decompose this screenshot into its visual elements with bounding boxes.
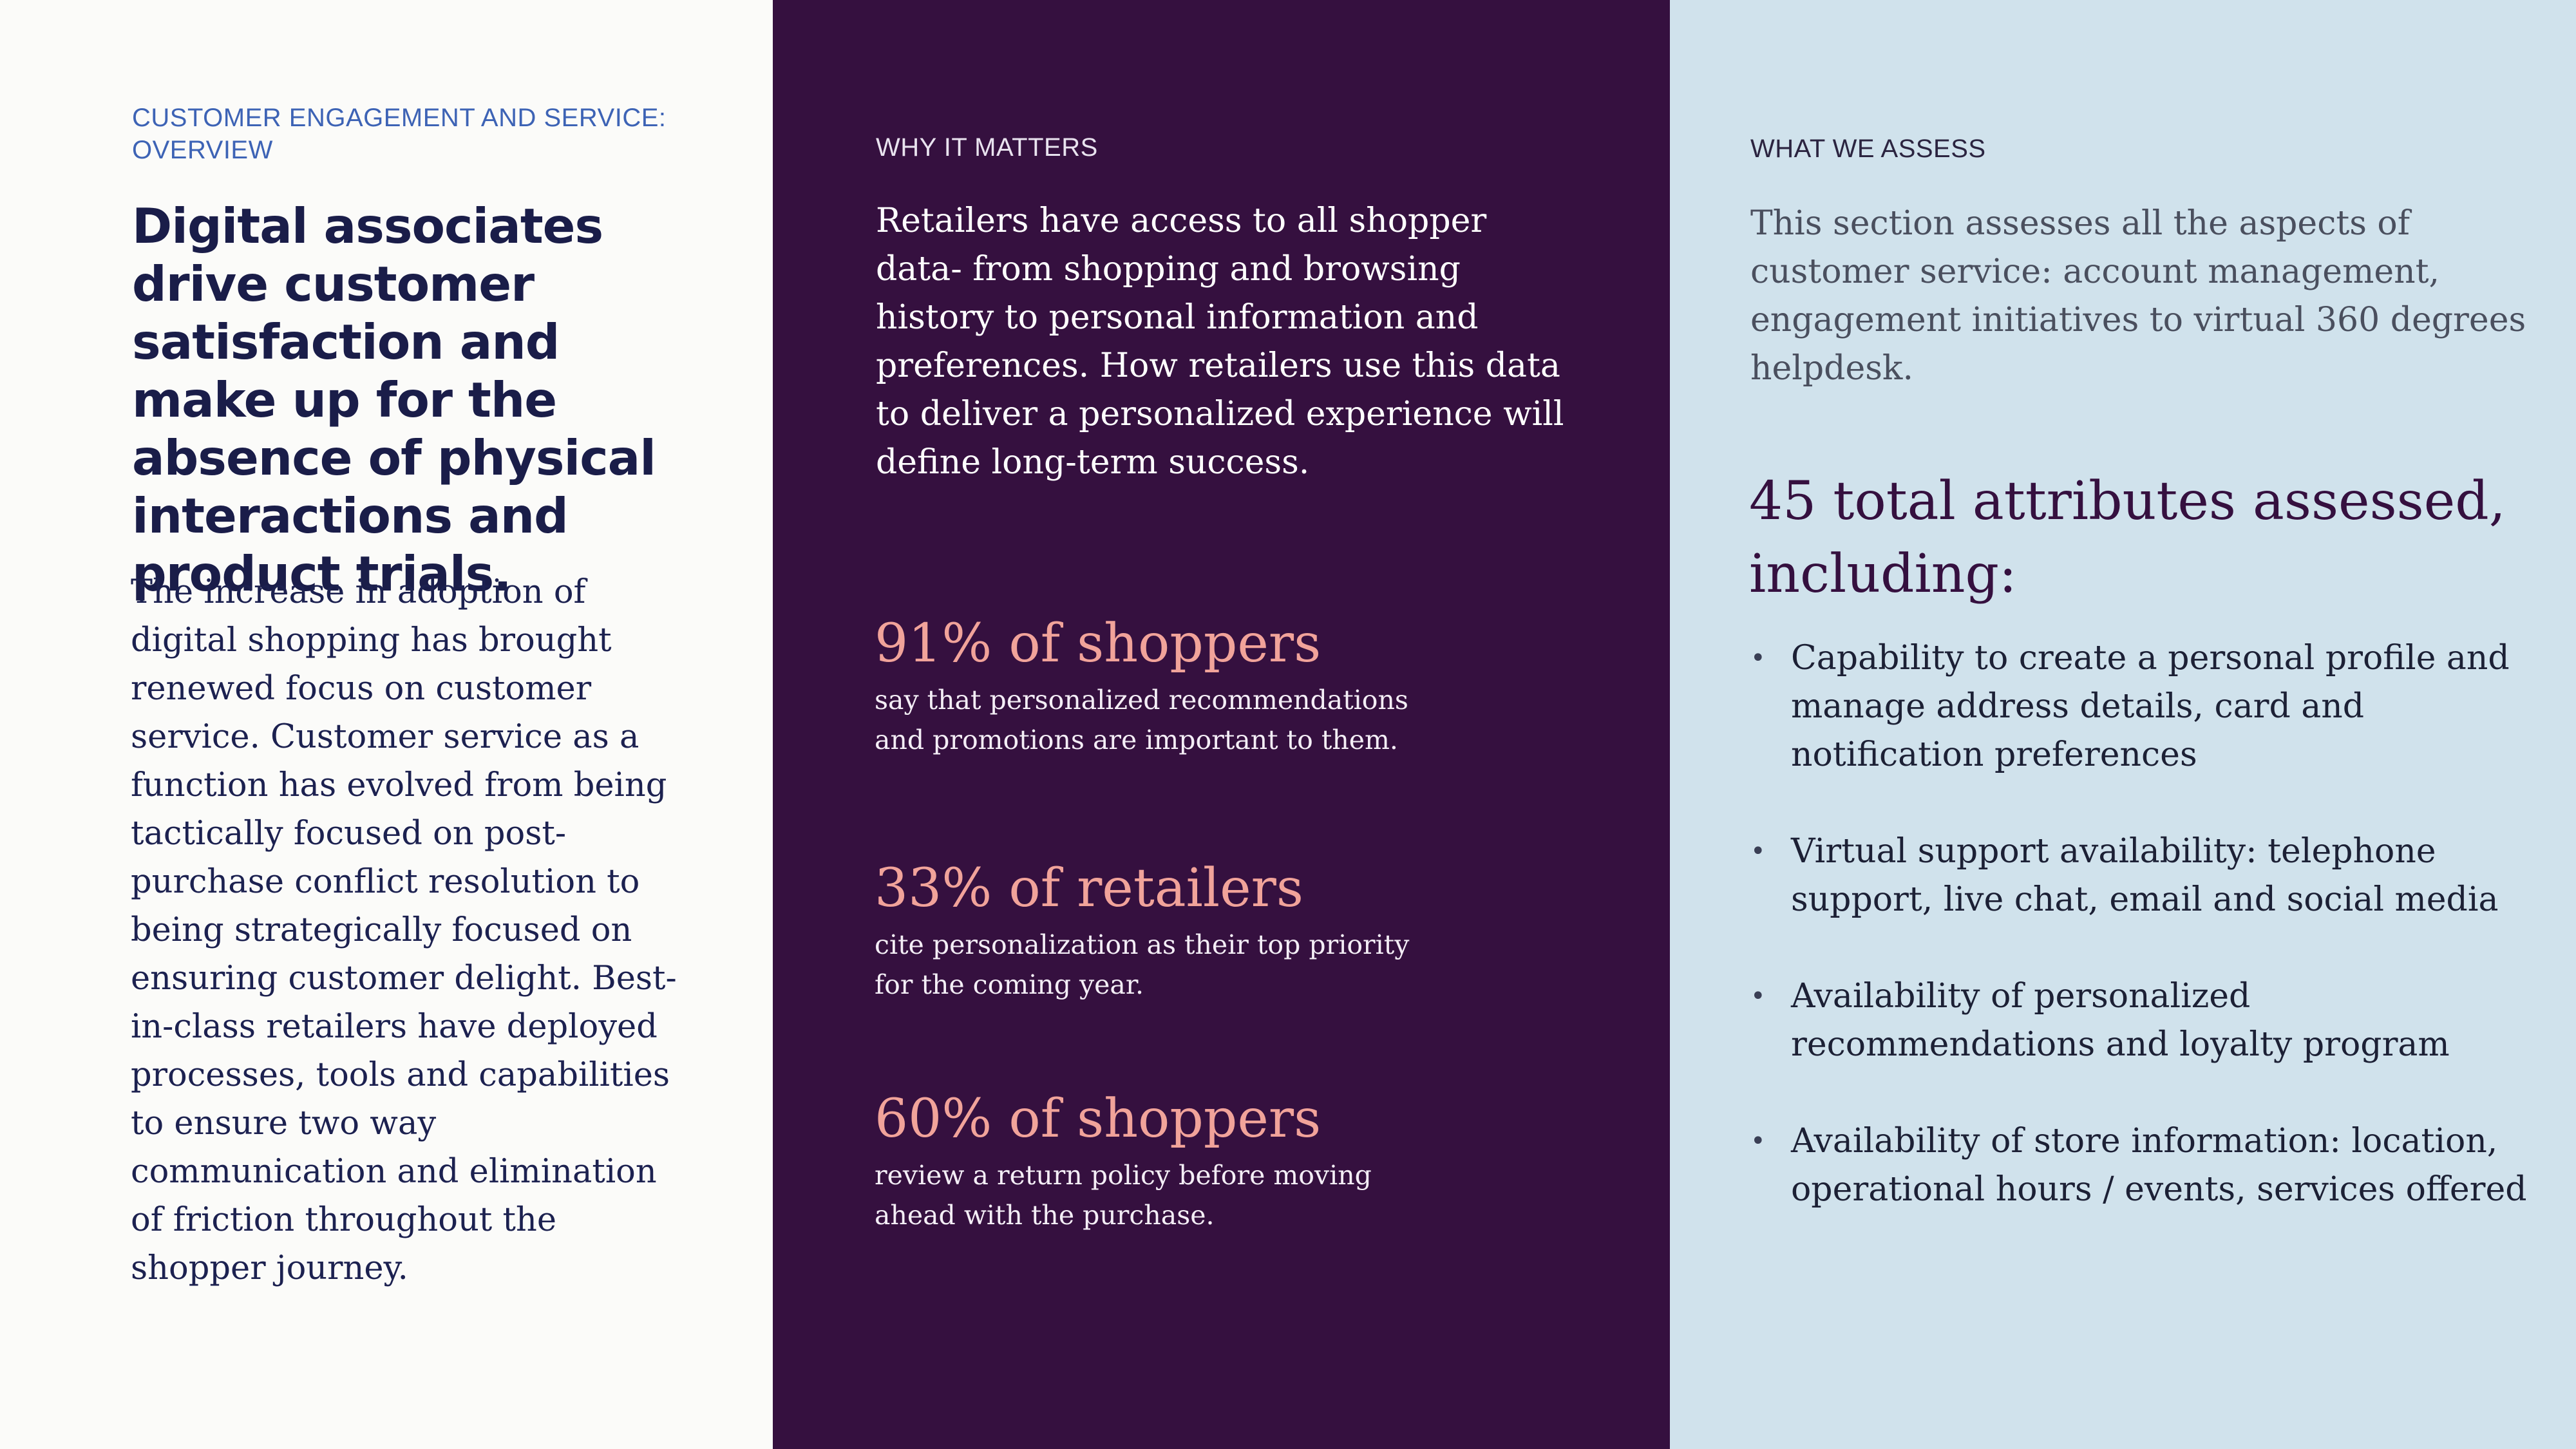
stat-description: review a return policy before moving ahe… bbox=[875, 1160, 1372, 1231]
why-it-matters-eyebrow: WHY IT MATTERS bbox=[876, 133, 1098, 162]
attributes-heading: 45 total attributes assessed, including: bbox=[1749, 471, 2506, 605]
why-it-matters-intro: Retailers have access to all shopper dat… bbox=[876, 202, 1564, 482]
section-eyebrow: CUSTOMER ENGAGEMENT AND SERVICE: OVERVIE… bbox=[132, 104, 667, 164]
attribute-text: Capability to create a personal profile … bbox=[1791, 639, 2510, 774]
attribute-text: Virtual support availability: telephone … bbox=[1791, 832, 2499, 919]
bullet-icon: • bbox=[1750, 1126, 1766, 1156]
what-we-assess-panel: WHAT WE ASSESS This section assesses all… bbox=[1670, 0, 2576, 1449]
bullet-icon: • bbox=[1750, 837, 1766, 866]
overview-body-text: The increase in adoption of digital shop… bbox=[131, 573, 677, 1287]
list-item: • Availability of personalized recommend… bbox=[1750, 972, 2543, 1069]
stat-description: say that personalized recommendations an… bbox=[875, 685, 1408, 755]
stat-block: 91% of shoppers say that personalized re… bbox=[875, 612, 1519, 760]
attribute-text: Availability of personalized recommendat… bbox=[1791, 977, 2450, 1064]
stat-headline: 91% of shoppers bbox=[875, 613, 1321, 674]
bullet-icon: • bbox=[1750, 981, 1766, 1011]
what-we-assess-intro: This section assesses all the aspects of… bbox=[1750, 204, 2526, 388]
stat-block: 60% of shoppers review a return policy b… bbox=[875, 1087, 1519, 1235]
bullet-icon: • bbox=[1750, 643, 1766, 673]
list-item: • Availability of store information: loc… bbox=[1750, 1117, 2543, 1214]
stat-headline: 60% of shoppers bbox=[875, 1088, 1321, 1150]
overview-panel: CUSTOMER ENGAGEMENT AND SERVICE: OVERVIE… bbox=[0, 0, 773, 1449]
list-item: • Virtual support availability: telephon… bbox=[1750, 828, 2543, 924]
stat-description: cite personalization as their top priori… bbox=[875, 929, 1410, 1000]
stat-headline: 33% of retailers bbox=[875, 858, 1303, 919]
why-it-matters-panel: WHY IT MATTERS Retailers have access to … bbox=[773, 0, 1670, 1449]
what-we-assess-eyebrow: WHAT WE ASSESS bbox=[1750, 135, 1986, 163]
page-headline: Digital associates drive customer satisf… bbox=[132, 198, 656, 602]
attribute-text: Availability of store information: locat… bbox=[1791, 1122, 2527, 1209]
attributes-list: • Capability to create a personal profil… bbox=[1750, 634, 2543, 1262]
list-item: • Capability to create a personal profil… bbox=[1750, 634, 2543, 779]
stat-block: 33% of retailers cite personalization as… bbox=[875, 857, 1519, 1005]
